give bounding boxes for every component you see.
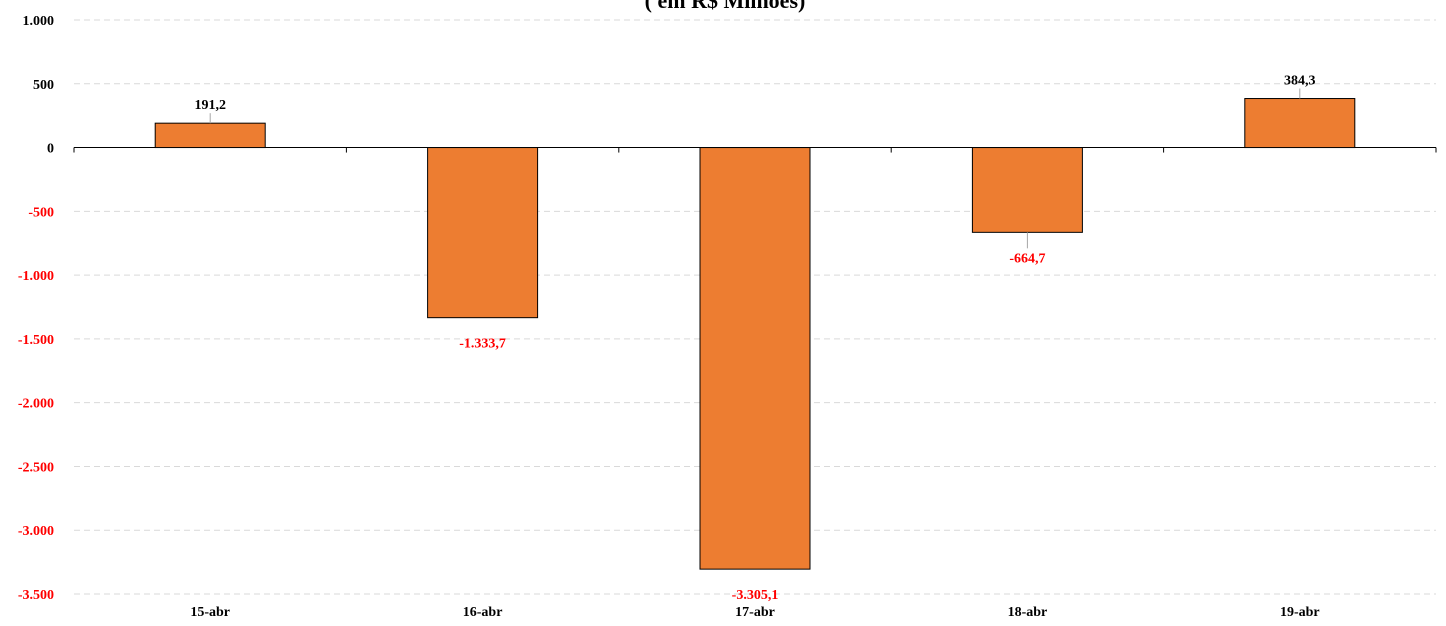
bars — [154, 98, 1356, 570]
y-tick-label: -2.500 — [18, 460, 54, 475]
x-tick-label: 19-abr — [1280, 605, 1320, 620]
data-label: -664,7 — [1009, 251, 1045, 266]
bar — [427, 147, 539, 319]
y-tick-label: 1.000 — [23, 14, 55, 29]
y-tick-label: 0 — [47, 142, 54, 157]
y-tick-label: -3.500 — [18, 588, 54, 603]
x-tick-label: 17-abr — [735, 605, 775, 620]
data-label: -3.305,1 — [732, 588, 779, 603]
y-axis-ticks: 1.000 500 0 -500 -1.000 -1.500 -2.000 -2.500 -3.… — [18, 14, 54, 603]
data-labels: 191,2 -1.333,7 -3.305,1 -664,7 384,3 — [194, 74, 1315, 604]
chart-title: ( em R$ Milhões) — [645, 0, 806, 13]
y-tick-label: 500 — [33, 78, 54, 93]
x-axis-ticks: 15-abr 16-abr 17-abr 18-abr 19-abr — [190, 605, 1319, 620]
y-tick-label: -2.000 — [18, 397, 54, 412]
y-tick-label: -500 — [28, 205, 54, 220]
data-label: 191,2 — [194, 98, 226, 113]
x-tick-label: 18-abr — [1008, 605, 1048, 620]
y-tick-label: -1.500 — [18, 333, 54, 348]
x-tick-label: 15-abr — [190, 605, 230, 620]
y-tick-label: -3.000 — [18, 524, 54, 539]
data-label: 384,3 — [1284, 74, 1316, 89]
bar — [699, 147, 811, 570]
bar — [1244, 98, 1356, 149]
x-tick-label: 16-abr — [463, 605, 503, 620]
data-label: -1.333,7 — [459, 337, 506, 352]
y-tick-label: -1.000 — [18, 269, 54, 284]
bar — [971, 147, 1083, 233]
bar — [154, 122, 266, 149]
